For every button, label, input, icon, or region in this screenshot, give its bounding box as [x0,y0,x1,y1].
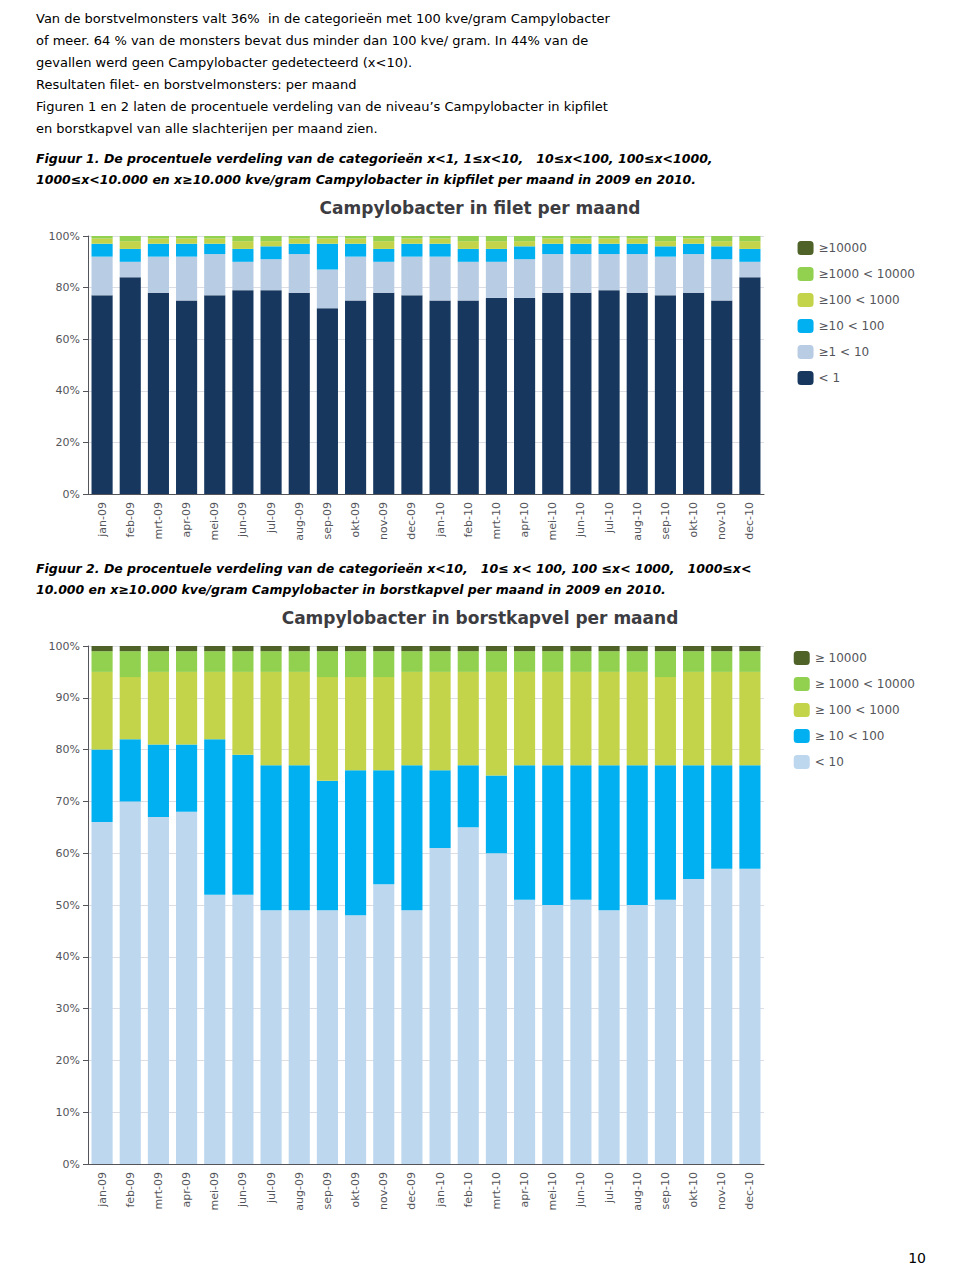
svg-text:jun-09: jun-09 [236,1172,249,1208]
svg-text:≥1000 < 10000: ≥1000 < 10000 [819,267,915,281]
svg-text:mrt-09: mrt-09 [152,502,165,540]
svg-text:aug-09: aug-09 [293,1172,306,1211]
svg-text:sep-10: sep-10 [659,1172,672,1209]
svg-text:dec-09: dec-09 [405,502,418,540]
svg-text:≥ 10 < 100: ≥ 10 < 100 [815,729,885,743]
svg-text:30%: 30% [56,1002,80,1015]
svg-text:jan-10: jan-10 [434,1172,447,1208]
svg-text:apr-09: apr-09 [180,1172,193,1208]
svg-text:aug-09: aug-09 [293,502,306,541]
svg-text:nov-09: nov-09 [377,502,390,540]
svg-text:dec-10: dec-10 [743,502,756,540]
svg-text:jan-10: jan-10 [434,502,447,538]
svg-text:nov-09: nov-09 [377,1172,390,1210]
svg-text:feb-10: feb-10 [462,1172,475,1208]
svg-text:sep-09: sep-09 [321,502,334,539]
svg-text:≥1 < 10: ≥1 < 10 [819,345,870,359]
svg-text:90%: 90% [56,691,80,704]
svg-text:apr-09: apr-09 [180,502,193,538]
svg-text:0%: 0% [63,488,80,501]
svg-text:nov-10: nov-10 [715,502,728,540]
svg-text:feb-09: feb-09 [124,1172,137,1208]
svg-text:80%: 80% [56,281,80,294]
svg-text:dec-09: dec-09 [405,1172,418,1210]
html-text:Resultaten filet- en borstvelm: Resultaten filet- en borstvelmonsters: p… [36,77,357,92]
svg-text:mei-10: mei-10 [546,1172,559,1211]
svg-text:mrt-10: mrt-10 [490,1172,503,1210]
svg-text:< 10: < 10 [815,755,844,769]
svg-text:60%: 60% [56,847,80,860]
svg-text:≥ 100 < 1000: ≥ 100 < 1000 [815,703,900,717]
html-text:gevallen werd geen Campylobact: gevallen werd geen Campylobacter gedetec… [36,55,413,70]
svg-text:40%: 40% [56,950,80,963]
html-text:Van de borstvelmonsters valt 3: Van de borstvelmonsters valt 36% in de c… [36,11,610,26]
svg-text:60%: 60% [56,333,80,346]
svg-text:20%: 20% [56,436,80,449]
html-text:10.000 en x≥10.000 kve/gram Ca: 10.000 en x≥10.000 kve/gram Campylobacte… [36,582,666,597]
svg-text:apr-10: apr-10 [518,502,531,538]
svg-text:Campylobacter in filet per maa: Campylobacter in filet per maand [320,198,641,218]
svg-text:okt-09: okt-09 [349,1172,362,1207]
svg-text:apr-10: apr-10 [518,1172,531,1208]
html-text:Figuur 1. De procentuele verde: Figuur 1. De procentuele verdeling van d… [36,151,713,166]
svg-text:100%: 100% [49,230,80,243]
svg-text:jul-09: jul-09 [265,1172,278,1204]
svg-text:20%: 20% [56,1054,80,1067]
html-text:Figuren 1 en 2 laten de procen: Figuren 1 en 2 laten de procentuele verd… [36,99,608,114]
svg-text:mrt-10: mrt-10 [490,502,503,540]
svg-text:jun-10: jun-10 [574,502,587,538]
svg-text:80%: 80% [56,743,80,756]
svg-text:jul-10: jul-10 [603,1172,616,1204]
svg-text:aug-10: aug-10 [631,502,644,541]
svg-text:≥10000: ≥10000 [819,241,867,255]
svg-text:jan-09: jan-09 [96,1172,109,1208]
svg-text:≥ 10000: ≥ 10000 [815,651,867,665]
html-text:en borstkapvel van alle slacht: en borstkapvel van alle slachterijen per… [36,121,378,136]
svg-text:50%: 50% [56,899,80,912]
svg-text:feb-09: feb-09 [124,502,137,538]
svg-text:sep-09: sep-09 [321,1172,334,1209]
html-text:of meer. 64 % van de monsters: of meer. 64 % van de monsters bevat dus … [36,33,589,48]
svg-text:jan-09: jan-09 [96,502,109,538]
html-text:Figuur 2. De procentuele verde: Figuur 2. De procentuele verdeling van d… [36,561,752,576]
svg-text:okt-10: okt-10 [687,502,700,537]
svg-text:mei-10: mei-10 [546,502,559,541]
svg-text:okt-10: okt-10 [687,1172,700,1207]
svg-text:mei-09: mei-09 [208,1172,221,1211]
svg-text:mrt-09: mrt-09 [152,1172,165,1210]
svg-text:dec-10: dec-10 [743,1172,756,1210]
svg-text:< 1: < 1 [819,371,841,385]
svg-text:jul-09: jul-09 [265,502,278,534]
svg-text:mei-09: mei-09 [208,502,221,541]
svg-text:0%: 0% [63,1158,80,1171]
svg-text:≥100 < 1000: ≥100 < 1000 [819,293,900,307]
svg-text:jul-10: jul-10 [603,502,616,534]
svg-text:10%: 10% [56,1106,80,1119]
svg-text:feb-10: feb-10 [462,502,475,538]
html-text:10: 10 [908,1250,926,1266]
svg-text:≥10 < 100: ≥10 < 100 [819,319,885,333]
svg-text:70%: 70% [56,795,80,808]
svg-text:Campylobacter in borstkapvel p: Campylobacter in borstkapvel per maand [282,608,679,628]
svg-text:aug-10: aug-10 [631,1172,644,1211]
svg-text:jun-10: jun-10 [574,1172,587,1208]
svg-text:sep-10: sep-10 [659,502,672,539]
svg-text:100%: 100% [49,640,80,653]
html-text:1000≤x<10.000 en x≥10.000 kve/: 1000≤x<10.000 en x≥10.000 kve/gram Campy… [36,172,696,187]
svg-text:okt-09: okt-09 [349,502,362,537]
svg-text:≥ 1000 < 10000: ≥ 1000 < 10000 [815,677,915,691]
svg-text:40%: 40% [56,384,80,397]
svg-text:jun-09: jun-09 [236,502,249,538]
svg-text:nov-10: nov-10 [715,1172,728,1210]
